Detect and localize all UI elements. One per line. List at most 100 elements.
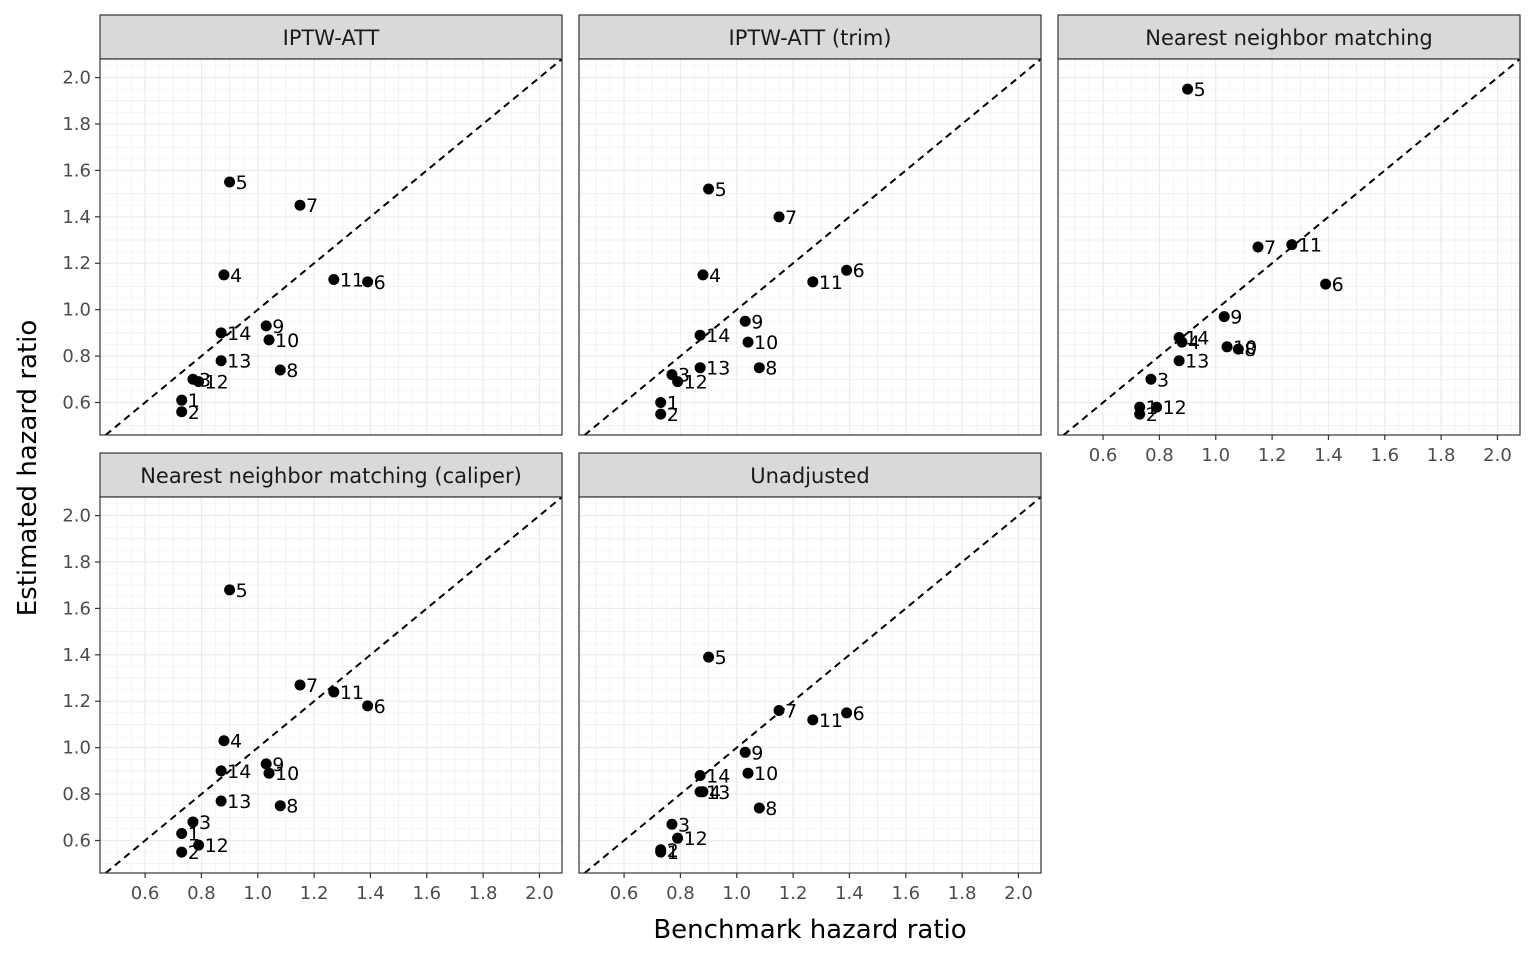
panel-background <box>100 59 562 435</box>
data-point <box>1286 239 1298 251</box>
data-point-label: 7 <box>1264 237 1276 259</box>
x-tick-label: 1.0 <box>243 883 272 904</box>
data-point-label: 14 <box>706 325 730 347</box>
data-point-label: 8 <box>286 360 298 382</box>
facet-strip <box>1057 14 1521 60</box>
panel-background <box>579 59 1041 435</box>
data-point-label: 9 <box>751 311 763 333</box>
data-point <box>187 816 199 828</box>
data-point <box>176 406 188 418</box>
data-point-label: 6 <box>853 703 865 725</box>
data-point <box>176 394 188 406</box>
data-point-label: 9 <box>751 742 763 764</box>
data-point <box>263 334 275 346</box>
x-tick-label: 0.6 <box>610 883 639 904</box>
x-tick-label: 1.4 <box>1314 445 1343 466</box>
identity-reference-line <box>583 497 1041 873</box>
data-point-label: 5 <box>715 647 727 669</box>
facet-strip <box>99 452 563 498</box>
data-point-label: 5 <box>236 580 248 602</box>
data-point <box>672 376 684 388</box>
data-point-label: 12 <box>205 372 229 394</box>
x-tick-label: 0.8 <box>666 883 695 904</box>
data-point <box>274 800 286 812</box>
data-point-label: 3 <box>678 814 690 836</box>
data-point <box>773 211 785 223</box>
data-point-label: 4 <box>230 265 242 287</box>
data-point-label: 6 <box>374 696 386 718</box>
data-point-label: 6 <box>853 260 865 282</box>
data-point <box>742 336 754 348</box>
y-tick-label: 0.6 <box>62 393 91 414</box>
data-point-label: 14 <box>227 761 251 783</box>
data-point <box>294 199 306 211</box>
data-point <box>694 770 706 782</box>
data-point-label: 4 <box>709 265 721 287</box>
data-point-label: 13 <box>227 351 251 373</box>
x-tick-label: 0.6 <box>1089 445 1118 466</box>
data-point <box>807 276 819 288</box>
data-point <box>294 679 306 691</box>
x-tick-label: 0.6 <box>131 883 160 904</box>
identity-reference-line <box>104 59 562 435</box>
data-point <box>224 176 236 188</box>
facet-strip <box>578 452 1042 498</box>
y-tick-label: 1.8 <box>62 552 91 573</box>
data-point <box>703 183 715 195</box>
data-point <box>215 795 227 807</box>
grid-lines <box>579 59 1041 435</box>
y-tick-label: 2.0 <box>62 506 91 527</box>
data-point-label: 2 <box>188 402 200 424</box>
grid-lines <box>100 59 562 435</box>
data-point-label: 12 <box>205 835 229 857</box>
x-tick-label: 1.6 <box>1370 445 1399 466</box>
data-point-label: 13 <box>1185 351 1209 373</box>
data-point <box>807 714 819 726</box>
data-point <box>739 315 751 327</box>
x-tick-label: 1.2 <box>1258 445 1287 466</box>
data-point <box>1320 278 1332 290</box>
data-point <box>176 828 188 840</box>
data-point <box>1134 408 1146 420</box>
x-tick-label: 1.4 <box>356 883 385 904</box>
data-point-label: 12 <box>684 372 708 394</box>
data-point <box>328 686 340 698</box>
x-tick-label: 1.8 <box>1427 445 1456 466</box>
data-point <box>215 355 227 367</box>
data-point <box>655 408 667 420</box>
data-point-label: 12 <box>1163 397 1187 419</box>
data-point <box>1151 401 1163 413</box>
grid-lines <box>100 497 562 873</box>
panel-background <box>579 497 1041 873</box>
panel-border <box>578 58 1042 436</box>
data-point-label: 7 <box>785 207 797 229</box>
y-tick-label: 1.8 <box>62 114 91 135</box>
y-tick-label: 0.6 <box>62 831 91 852</box>
data-point-label: 5 <box>715 179 727 201</box>
data-point-label: 13 <box>706 358 730 380</box>
data-point-label: 3 <box>1157 369 1169 391</box>
y-tick-label: 1.0 <box>62 738 91 759</box>
data-point <box>773 705 785 717</box>
data-point-label: 11 <box>340 269 364 291</box>
y-tick-label: 1.0 <box>62 300 91 321</box>
x-tick-label: 1.4 <box>835 883 864 904</box>
data-point <box>274 364 286 376</box>
x-tick-label: 1.2 <box>300 883 329 904</box>
x-tick-label: 1.6 <box>412 883 441 904</box>
facet-strip-title: IPTW-ATT <box>283 26 380 50</box>
data-point-label: 3 <box>199 812 211 834</box>
data-point <box>218 735 230 747</box>
data-point-label: 9 <box>272 754 284 776</box>
data-point-label: 13 <box>706 782 730 804</box>
data-point <box>739 746 751 758</box>
data-point-label: 12 <box>684 828 708 850</box>
y-tick-label: 0.8 <box>62 784 91 805</box>
data-point <box>328 273 340 285</box>
data-point <box>224 584 236 596</box>
data-point <box>215 327 227 339</box>
panel-background <box>100 497 562 873</box>
identity-reference-line <box>583 59 1041 435</box>
data-point-label: 10 <box>1233 337 1257 359</box>
